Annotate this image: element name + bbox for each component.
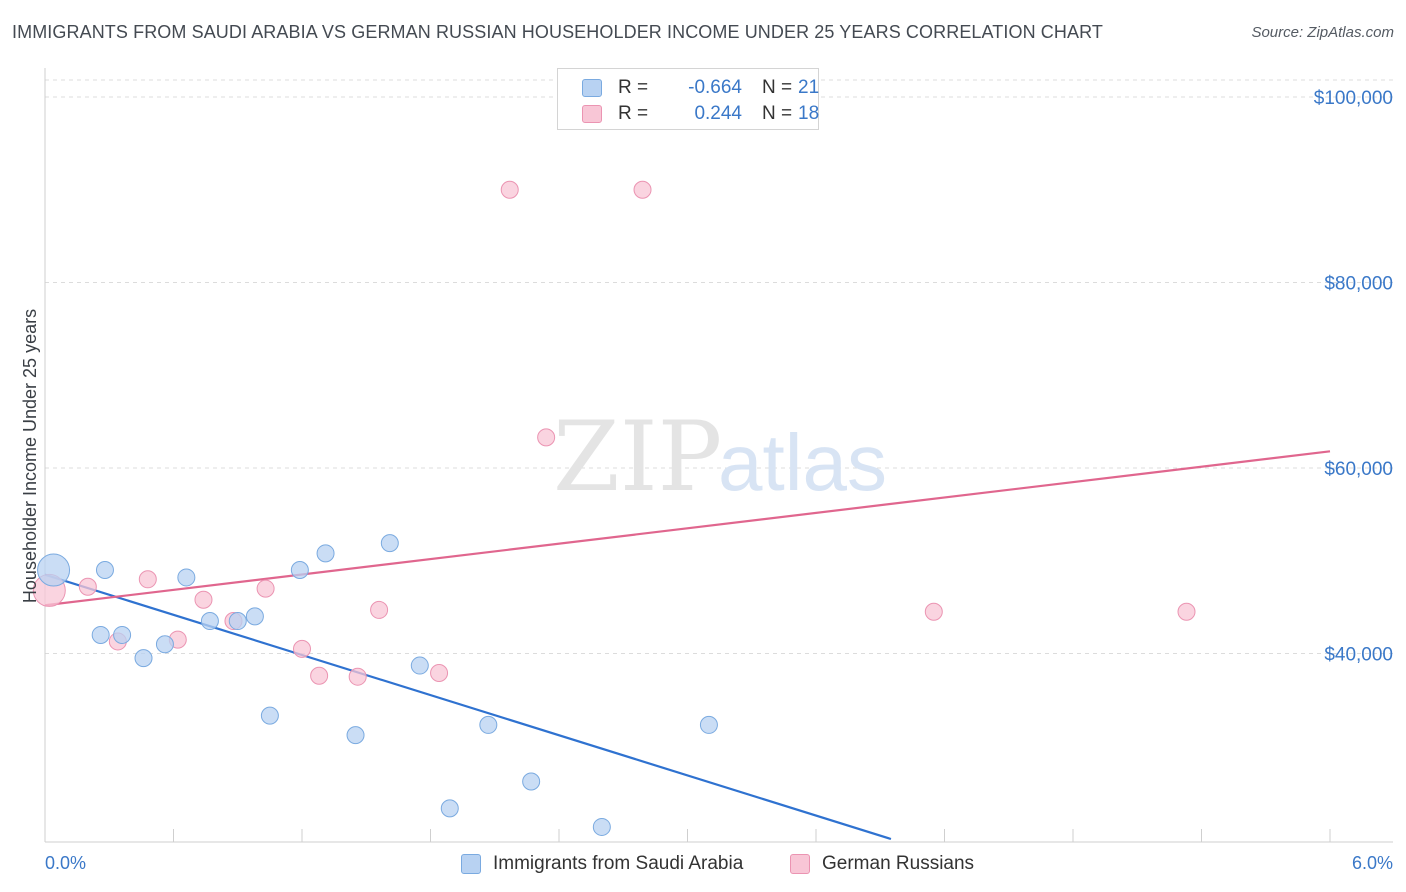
point-german-russian [310, 666, 329, 685]
point-saudi-arabia [200, 612, 219, 631]
point-saudi-arabia [155, 635, 174, 654]
point-german-russian [924, 602, 943, 621]
y-tick-label: $40,000 [1324, 645, 1393, 666]
point-german-russian [78, 577, 97, 596]
source-label: Source: ZipAtlas.com [1251, 24, 1394, 41]
point-saudi-arabia [260, 706, 279, 725]
legend-n-label: N = [762, 103, 793, 124]
point-german-russian [537, 428, 556, 447]
point-saudi-arabia [113, 625, 132, 644]
data-points [32, 180, 1196, 836]
point-saudi-arabia [316, 544, 335, 563]
bottom-legend-label-saudi: Immigrants from Saudi Arabia [493, 853, 744, 874]
point-german-russian [370, 600, 389, 619]
y-tick-labels: $40,000 $60,000 $80,000 $100,000 [1314, 88, 1393, 666]
trend-lines [44, 450, 1331, 841]
bottom-legend-swatch-saudi [461, 854, 481, 874]
stats-legend: R = -0.664 N = 21 R = 0.244 N = 18 [557, 68, 819, 130]
legend-r-value: 0.244 [694, 103, 742, 124]
trend-line-german-russian [44, 450, 1331, 607]
point-german-russian [256, 579, 275, 598]
point-saudi-arabia [37, 553, 71, 587]
bottom-legend-label-german-russian: German Russians [822, 853, 975, 874]
point-saudi-arabia [177, 568, 196, 587]
point-german-russian [500, 180, 519, 199]
point-german-russian [1177, 602, 1196, 621]
point-german-russian [430, 663, 449, 682]
point-saudi-arabia [410, 656, 429, 675]
legend-n-value: 18 [798, 103, 820, 124]
point-german-russian [633, 180, 652, 199]
watermark-zip: ZIP [553, 401, 722, 513]
legend-swatch-saudi [582, 79, 602, 97]
bottom-legend-swatch-german-russian [790, 854, 810, 874]
watermark-atlas: atlas [718, 418, 887, 507]
y-tick-label: $80,000 [1324, 274, 1393, 295]
point-saudi-arabia [699, 715, 718, 734]
point-saudi-arabia [440, 799, 459, 818]
x-tick-label: 6.0% [1352, 853, 1393, 873]
point-saudi-arabia [522, 772, 541, 791]
watermark: ZIP atlas [553, 401, 887, 513]
point-saudi-arabia [479, 715, 498, 734]
point-saudi-arabia [346, 726, 365, 745]
point-saudi-arabia [592, 817, 611, 836]
point-saudi-arabia [380, 534, 399, 553]
point-german-russian [138, 570, 157, 589]
point-saudi-arabia [290, 561, 309, 580]
point-saudi-arabia [134, 649, 153, 668]
legend-n-label: N = [762, 77, 793, 98]
legend-swatch-german-russian [582, 105, 602, 123]
point-german-russian [348, 667, 367, 686]
point-german-russian [194, 590, 213, 609]
point-saudi-arabia [95, 561, 114, 580]
legend-r-label: R = [618, 77, 649, 98]
gridlines [45, 79, 1393, 654]
point-german-russian [293, 639, 311, 658]
y-tick-label: $100,000 [1314, 88, 1393, 109]
chart-title: IMMIGRANTS FROM SAUDI ARABIA VS GERMAN R… [12, 22, 1103, 42]
axes [44, 68, 1393, 843]
point-saudi-arabia [91, 625, 110, 644]
trend-line-saudi-arabia [44, 573, 892, 841]
y-tick-label: $60,000 [1324, 459, 1393, 480]
x-tick-label: 0.0% [45, 853, 86, 873]
y-axis-label: Householder Income Under 25 years [20, 309, 40, 603]
legend-n-value: 21 [798, 77, 820, 98]
legend-r-value: -0.664 [688, 77, 742, 98]
point-saudi-arabia [245, 607, 264, 626]
legend-r-label: R = [618, 103, 649, 124]
x-tick-labels: 0.0% 6.0% [45, 853, 1393, 873]
point-saudi-arabia [228, 612, 247, 631]
